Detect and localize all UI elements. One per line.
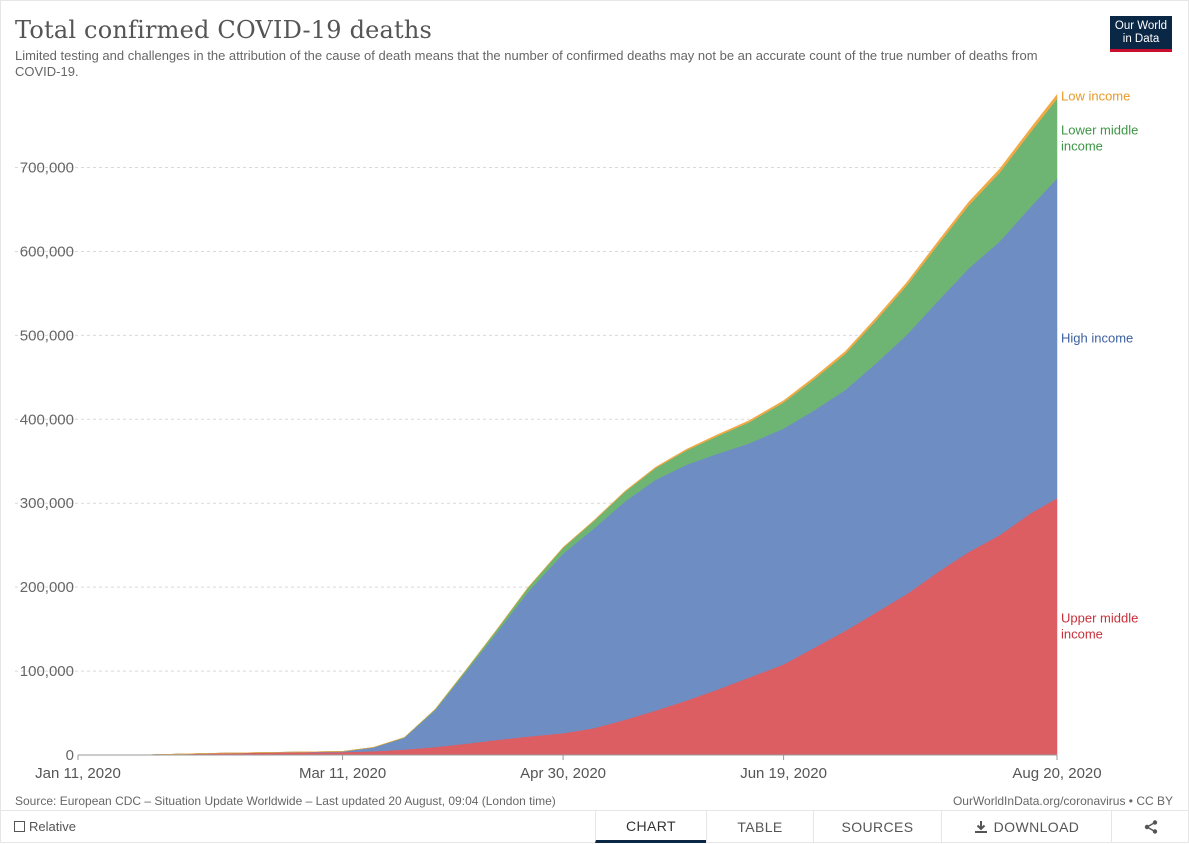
tab-chart[interactable]: CHART <box>595 811 706 843</box>
label-low-income: Low income <box>1061 89 1130 104</box>
x-tick-label: Jan 11, 2020 <box>35 765 121 782</box>
share-icon <box>1144 820 1157 834</box>
y-tick-label: 500,000 <box>20 327 74 344</box>
chart-title: Total confirmed COVID-19 deaths <box>15 16 433 44</box>
logo-line-1: Our World <box>1114 20 1168 32</box>
y-tick-label: 200,000 <box>20 579 74 596</box>
series-labels: Upper middle income High income Lower middl… <box>1061 89 1138 642</box>
area-low-income[interactable] <box>77 93 1058 756</box>
tab-table[interactable]: TABLE <box>706 811 813 843</box>
chart-subtitle: Limited testing and challenges in the at… <box>15 48 1038 79</box>
owid-logo[interactable]: Our World in Data <box>1110 16 1172 52</box>
y-tick-label: 100,000 <box>20 663 74 680</box>
relative-checkbox[interactable] <box>14 821 25 832</box>
x-tick-label: Apr 30, 2020 <box>520 765 606 782</box>
area-series <box>77 93 1058 756</box>
x-tick-label: Jun 19, 2020 <box>740 765 827 782</box>
y-axis-ticks: 0 100,000 200,000 300,000 400,000 500,000 600,… <box>20 160 74 764</box>
relative-label: Relative <box>29 819 76 834</box>
label-upper-middle-income: Upper middle income <box>1061 611 1138 642</box>
y-tick-label: 700,000 <box>20 160 74 177</box>
label-lower-middle-income: Lower middle income <box>1061 123 1138 154</box>
y-tick-label: 300,000 <box>20 495 74 512</box>
share-button[interactable] <box>1111 811 1189 843</box>
stacked-area-chart[interactable]: 0 100,000 200,000 300,000 400,000 500,000 600,… <box>0 0 1189 800</box>
source-note: Source: European CDC – Situation Update … <box>15 794 556 808</box>
x-tick-label: Mar 11, 2020 <box>299 765 386 782</box>
y-tick-label: 400,000 <box>20 411 74 428</box>
tab-chart-label: CHART <box>626 817 676 834</box>
tab-table-label: TABLE <box>737 819 783 835</box>
relative-toggle[interactable]: Relative <box>14 819 76 834</box>
tab-sources[interactable]: SOURCES <box>813 811 941 843</box>
download-icon <box>974 821 987 833</box>
logo-line-2: in Data <box>1122 32 1160 45</box>
y-tick-label: 600,000 <box>20 243 74 260</box>
tab-download[interactable]: DOWNLOAD <box>941 811 1111 843</box>
tab-download-label: DOWNLOAD <box>993 819 1080 835</box>
tab-sources-label: SOURCES <box>841 819 914 835</box>
y-tick-label: 0 <box>66 747 74 764</box>
control-bar: Relative CHART TABLE SOURCES DOWNLOAD <box>0 810 1189 844</box>
x-axis-ticks: Jan 11, 2020 Mar 11, 2020 Apr 30, 2020 Jun … <box>35 755 1102 782</box>
label-high-income: High income <box>1061 330 1133 345</box>
x-tick-label: Aug 20, 2020 <box>1012 765 1101 782</box>
credit-link[interactable]: OurWorldInData.org/coronavirus • CC BY <box>952 794 1173 808</box>
